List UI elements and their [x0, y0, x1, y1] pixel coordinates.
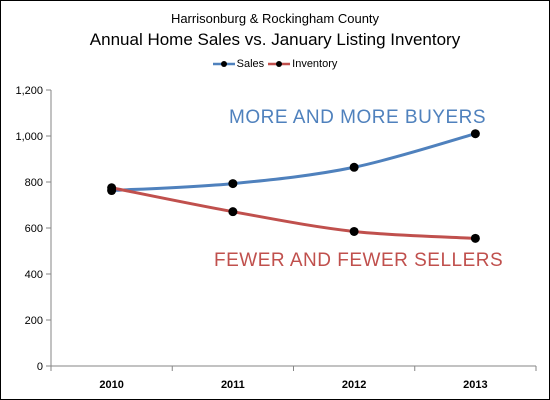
x-tick-label: 2010 — [99, 379, 123, 391]
chart-title: Annual Home Sales vs. January Listing In… — [89, 30, 461, 49]
x-tick-label: 2013 — [463, 379, 487, 391]
legend-label-sales: Sales — [236, 58, 265, 70]
y-tick-label: 1,200 — [15, 85, 43, 97]
legend-marker-sales — [212, 61, 235, 67]
data-point-sales — [470, 129, 480, 139]
y-tick-label: 600 — [25, 223, 43, 235]
x-tick-label: 2011 — [221, 379, 245, 391]
legend-item-sales: Sales — [212, 58, 265, 70]
series-line-inventory — [111, 186, 476, 240]
data-point-inventory — [228, 207, 238, 217]
data-point-sales — [228, 179, 238, 189]
chart-legend: Sales Inventory — [1, 58, 549, 70]
y-tick-label: 800 — [25, 177, 43, 189]
series-line-sales — [111, 132, 476, 193]
legend-label-inventory: Inventory — [292, 58, 338, 70]
data-point-inventory — [470, 233, 480, 243]
legend-marker-inventory — [268, 61, 291, 67]
y-tick-label: 200 — [25, 315, 43, 327]
data-point-sales — [349, 162, 359, 172]
legend-item-inventory: Inventory — [268, 58, 337, 70]
x-tick-label: 2012 — [342, 379, 366, 391]
annotation-buyers: MORE AND MORE BUYERS — [229, 107, 486, 128]
y-tick-label: 400 — [25, 269, 43, 281]
data-point-inventory — [349, 226, 359, 236]
chart-subtitle: Harrisonburg & Rockingham County — [170, 11, 380, 26]
y-tick-label: 0 — [37, 361, 43, 373]
data-point-inventory — [107, 183, 117, 193]
annotation-sellers: FEWER AND FEWER SELLERS — [214, 250, 503, 271]
y-tick-label: 1,000 — [15, 131, 43, 143]
